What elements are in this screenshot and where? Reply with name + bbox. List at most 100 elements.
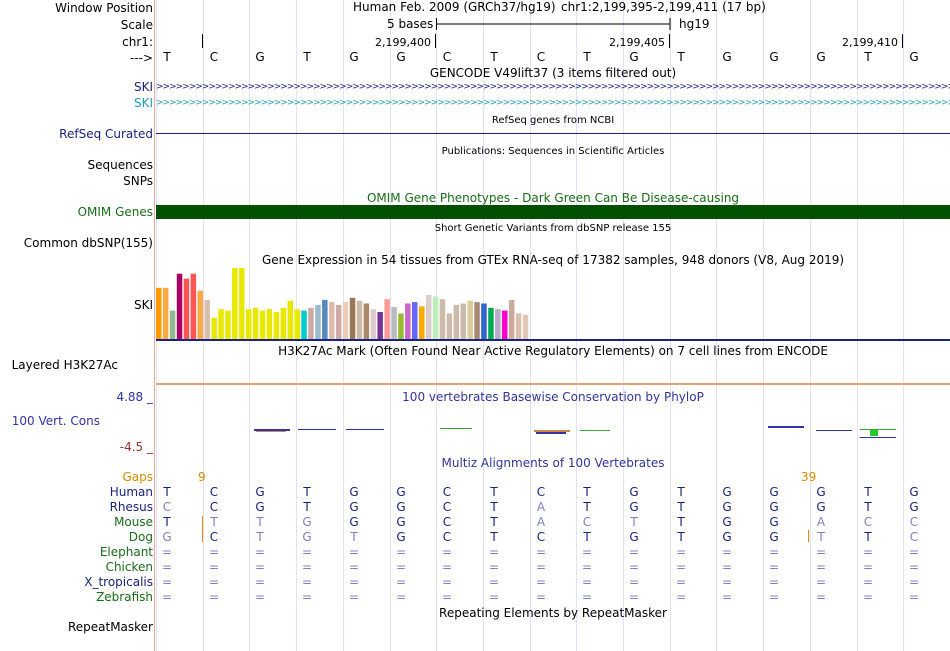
gtex-tissue-bar[interactable]	[502, 310, 508, 339]
species-label[interactable]: Human	[109, 485, 153, 499]
gtex-tissue-bar[interactable]	[183, 278, 190, 339]
gtex-tissue-bar[interactable]	[197, 290, 204, 339]
label-scale[interactable]: Scale	[120, 18, 153, 32]
alignment-base: =	[535, 590, 547, 604]
gtex-tissue-bar[interactable]	[156, 287, 162, 339]
species-label[interactable]: Mouse	[114, 515, 153, 529]
gtex-tissue-bar[interactable]	[522, 314, 529, 339]
gtex-tissue-bar[interactable]	[419, 306, 425, 339]
species-label[interactable]: Elephant	[99, 545, 153, 559]
phylop-track-title[interactable]: 100 vertebrates Basewise Conservation by…	[402, 390, 704, 404]
gtex-tissue-bar[interactable]	[246, 309, 252, 339]
gtex-tissue-bar[interactable]	[488, 307, 494, 339]
gtex-tissue-bar[interactable]	[190, 273, 197, 339]
label-omim-genes[interactable]: OMIM Genes	[77, 205, 153, 219]
gtex-tissue-bar[interactable]	[169, 310, 176, 339]
gtex-tissue-bar[interactable]	[294, 309, 300, 339]
refseq-track-title[interactable]: RefSeq genes from NCBI	[491, 115, 615, 126]
label-layered-h3k27ac[interactable]: Layered H3K27Ac	[11, 358, 118, 372]
phylop-conservation-plot[interactable]	[156, 420, 950, 444]
h3k27ac-signal-line[interactable]	[156, 383, 950, 385]
gtex-tissue-bar[interactable]	[259, 310, 266, 339]
omim-gene-bar[interactable]	[156, 205, 950, 219]
gtex-track-title[interactable]: Gene Expression in 54 tissues from GTEx …	[261, 253, 845, 267]
gtex-tissue-bar[interactable]	[432, 296, 439, 339]
dbsnp-track-title[interactable]: Short Genetic Variants from dbSNP releas…	[434, 223, 672, 234]
alignment-base: =	[208, 575, 220, 589]
gtex-tissue-bar[interactable]	[508, 299, 515, 339]
label-sequences[interactable]: Sequences	[87, 158, 153, 172]
h3k27ac-track-title[interactable]: H3K27Ac Mark (Often Found Near Active Re…	[278, 344, 828, 358]
gtex-tissue-bar[interactable]	[384, 299, 390, 339]
gtex-tissue-bar[interactable]	[391, 307, 397, 339]
label-strand-arrow[interactable]: --->	[129, 51, 153, 65]
gtex-tissue-bar[interactable]	[335, 304, 342, 339]
gtex-tissue-bar[interactable]	[225, 310, 231, 339]
gtex-tissue-bar[interactable]	[273, 312, 280, 339]
label-refseq-curated[interactable]: RefSeq Curated	[59, 127, 153, 141]
gtex-tissue-bar[interactable]	[425, 295, 432, 339]
gtex-tissue-bar[interactable]	[162, 287, 169, 339]
gtex-tissue-bar[interactable]	[329, 302, 335, 339]
label-ski-gencode-1[interactable]: SKI	[133, 80, 153, 94]
gtex-tissue-bar[interactable]	[266, 309, 273, 339]
gtex-tissue-bar[interactable]	[495, 309, 501, 339]
label-ski-gtex[interactable]: SKI	[133, 298, 153, 312]
species-label[interactable]: Rhesus	[109, 500, 153, 514]
gtex-tissue-bar[interactable]	[370, 309, 377, 339]
ski-gene-model-1[interactable]: >>>>>>>>>>>>>>>>>>>>>>>>>>>>>>>>>>>>>>>>…	[156, 82, 950, 92]
omim-track-title[interactable]: OMIM Gene Phenotypes - Dark Green Can Be…	[366, 191, 740, 205]
gtex-tissue-bar[interactable]	[301, 310, 307, 339]
gtex-tissue-bar[interactable]	[252, 307, 259, 339]
gtex-tissue-bar[interactable]	[349, 297, 356, 339]
gtex-tissue-bar[interactable]	[412, 302, 418, 339]
reference-base: G	[816, 50, 826, 64]
gtex-tissue-bar[interactable]	[211, 317, 217, 339]
gtex-tissue-bar[interactable]	[287, 300, 294, 339]
reference-base: C	[536, 50, 546, 64]
label-repeatmasker[interactable]: RepeatMasker	[67, 620, 153, 634]
gtex-tissue-bar[interactable]	[342, 302, 349, 339]
species-label[interactable]: Dog	[128, 530, 153, 544]
species-label[interactable]: Chicken	[105, 560, 153, 574]
alignment-base: =	[628, 545, 640, 559]
alignment-base: T	[583, 530, 591, 544]
gtex-tissue-bar[interactable]	[308, 307, 314, 339]
gtex-tissue-bar[interactable]	[232, 268, 238, 339]
label-common-dbsnp[interactable]: Common dbSNP(155)	[23, 236, 153, 250]
species-label[interactable]: Zebrafish	[96, 590, 153, 604]
gtex-tissue-bar[interactable]	[467, 300, 473, 339]
gtex-expression-chart[interactable]	[156, 268, 556, 340]
refseq-gene-line[interactable]	[156, 133, 950, 134]
gencode-track-title[interactable]: GENCODE V49lift37 (3 items filtered out)	[429, 66, 677, 80]
gtex-tissue-bar[interactable]	[446, 313, 453, 339]
gtex-tissue-bar[interactable]	[460, 303, 467, 340]
gtex-tissue-bar[interactable]	[405, 303, 411, 340]
gtex-tissue-bar[interactable]	[515, 313, 522, 339]
gtex-tissue-bar[interactable]	[176, 273, 183, 339]
ski-gene-model-2[interactable]: >>>>>>>>>>>>>>>>>>>>>>>>>>>>>>>>>>>>>>>>…	[156, 98, 950, 108]
gtex-tissue-bar[interactable]	[204, 299, 210, 339]
gtex-tissue-bar[interactable]	[356, 300, 363, 339]
gtex-tissue-bar[interactable]	[280, 307, 287, 339]
repeatmasker-track-title[interactable]: Repeating Elements by RepeatMasker	[439, 606, 667, 620]
gtex-tissue-bar[interactable]	[315, 304, 321, 339]
publications-track-title[interactable]: Publications: Sequences in Scientific Ar…	[441, 146, 665, 157]
gtex-tissue-bar[interactable]	[322, 299, 328, 339]
species-label[interactable]: X_tropicalis	[84, 575, 153, 589]
gtex-tissue-bar[interactable]	[481, 303, 487, 340]
gtex-tissue-bar[interactable]	[239, 268, 245, 339]
label-snps[interactable]: SNPs	[123, 174, 153, 188]
label-ski-gencode-2[interactable]: SKI	[133, 96, 153, 110]
gtex-tissue-bar[interactable]	[474, 302, 480, 339]
gtex-tissue-bar[interactable]	[218, 309, 224, 339]
gtex-tissue-bar[interactable]	[453, 304, 460, 339]
gtex-tissue-bar[interactable]	[363, 303, 370, 340]
multiz-track-title[interactable]: Multiz Alignments of 100 Vertebrates	[441, 456, 665, 470]
label-chr[interactable]: chr1:	[122, 35, 153, 49]
label-vert-cons[interactable]: 100 Vert. Cons	[11, 414, 100, 428]
gtex-tissue-bar[interactable]	[439, 299, 446, 339]
gtex-tissue-bar[interactable]	[398, 313, 404, 339]
gtex-tissue-bar[interactable]	[377, 312, 383, 339]
label-window-position[interactable]: Window Position	[55, 1, 153, 15]
